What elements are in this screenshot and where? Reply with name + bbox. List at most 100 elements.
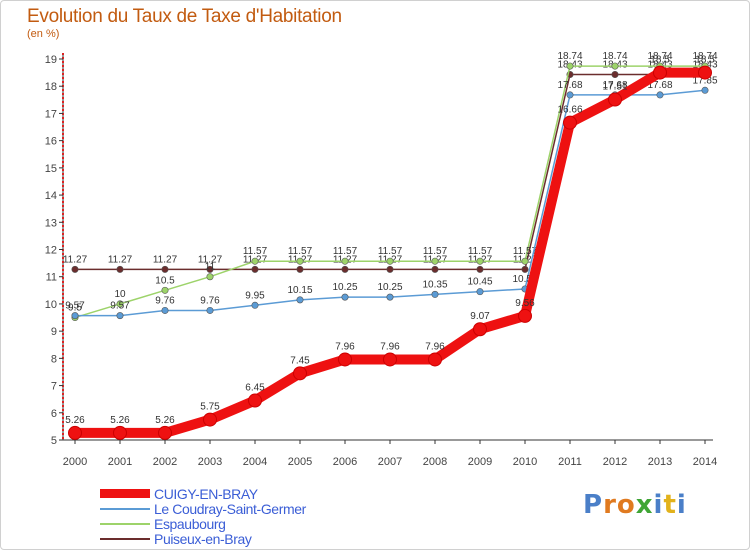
data-point <box>203 412 217 427</box>
data-point <box>161 306 169 314</box>
data-point <box>566 91 574 99</box>
x-tick-label: 2007 <box>378 456 402 468</box>
data-point <box>476 265 484 273</box>
data-label: 18.74 <box>557 51 582 62</box>
x-tick-label: 2010 <box>513 456 537 468</box>
y-tick-label: 5 <box>51 435 57 447</box>
legend-item-coudray[interactable]: Le Coudray-Saint-Germer <box>100 500 306 517</box>
data-label: 6.45 <box>245 383 265 394</box>
legend-label-espaubourg: Espaubourg <box>154 515 226 532</box>
logo-letter: t <box>663 490 677 520</box>
data-label: 18.5 <box>650 55 670 66</box>
data-label: 18.74 <box>647 51 672 62</box>
data-label: 10.55 <box>512 274 537 285</box>
data-label: 18.74 <box>692 51 717 62</box>
data-label: 17.85 <box>692 75 717 86</box>
chart-title: Evolution du Taux de Taxe d'Habitation <box>27 6 342 27</box>
legend-swatch-cuigy <box>100 489 150 498</box>
data-point <box>701 86 709 94</box>
x-tick-label: 2014 <box>693 456 717 468</box>
data-point <box>206 306 214 314</box>
data-label: 11.27 <box>153 254 178 265</box>
data-label: 11 <box>205 262 216 273</box>
data-point <box>608 92 622 107</box>
data-label: 10.25 <box>377 282 402 293</box>
logo-letter: r <box>603 490 617 520</box>
data-point <box>521 265 529 273</box>
data-label: 17.68 <box>557 80 582 91</box>
legend-item-puiseux[interactable]: Puiseux-en-Bray <box>100 531 306 547</box>
data-point <box>296 265 304 273</box>
data-point <box>338 352 352 367</box>
logo-letter: x <box>635 490 654 520</box>
logo-letter: o <box>616 490 636 520</box>
data-label: 16.66 <box>557 105 582 116</box>
data-point <box>296 257 304 265</box>
data-label: 9.95 <box>245 290 265 301</box>
data-label: 7.96 <box>380 341 400 352</box>
data-label: 11.27 <box>108 254 133 265</box>
data-label: 11.57 <box>423 246 448 257</box>
data-point <box>566 62 574 70</box>
data-point <box>386 257 394 265</box>
data-point <box>248 393 262 408</box>
legend-item-espaubourg[interactable]: Espaubourg <box>100 515 306 532</box>
x-tick-label: 2002 <box>153 456 177 468</box>
x-tick-label: 2001 <box>108 456 132 468</box>
data-label: 10.15 <box>287 285 312 296</box>
legend: CUIGY-EN-BRAY Le Coudray-Saint-Germer Es… <box>100 485 306 547</box>
data-point <box>116 300 124 308</box>
data-point <box>563 115 577 130</box>
data-label: 5.26 <box>155 415 175 426</box>
y-tick-label: 10 <box>45 299 57 311</box>
data-point <box>116 265 124 273</box>
data-point <box>71 312 79 320</box>
data-label: 7.45 <box>290 355 310 366</box>
legend-swatch-espaubourg <box>100 522 150 525</box>
data-label: 10 <box>114 289 126 300</box>
data-point <box>206 265 214 273</box>
data-point <box>611 71 619 79</box>
data-point <box>206 273 214 281</box>
data-point <box>341 265 349 273</box>
logo-letter: i <box>676 490 687 520</box>
y-tick-label: 13 <box>45 217 57 229</box>
data-point <box>251 257 259 265</box>
data-label: 7.96 <box>425 341 445 352</box>
legend-label-coudray: Le Coudray-Saint-Germer <box>154 500 306 517</box>
data-point <box>158 425 172 440</box>
x-tick-label: 2011 <box>558 456 582 468</box>
data-point <box>296 296 304 304</box>
legend-label-cuigy: CUIGY-EN-BRAY <box>154 485 258 502</box>
data-point <box>431 257 439 265</box>
data-label: 11.57 <box>378 246 403 257</box>
data-point <box>251 265 259 273</box>
data-point <box>386 265 394 273</box>
data-label: 17.51 <box>602 82 627 93</box>
data-label: 9.57 <box>110 301 130 312</box>
legend-item-cuigy[interactable]: CUIGY-EN-BRAY <box>100 485 306 502</box>
unit-label: (en %) <box>27 28 60 40</box>
data-label: 9.56 <box>515 298 535 309</box>
series-cuigy-en-bray: 5.26 5.26 5.26 5.75 6.45 7.45 7.96 7.96 7.96 9.07… <box>65 55 715 440</box>
data-label: 5.75 <box>200 402 220 413</box>
y-tick-label: 17 <box>45 108 57 120</box>
data-label: 9.07 <box>470 311 490 322</box>
data-point <box>611 62 619 70</box>
x-tick-label: 2006 <box>333 456 357 468</box>
data-label: 17.68 <box>602 80 627 91</box>
data-point <box>518 308 532 323</box>
y-tick-label: 8 <box>51 353 57 365</box>
x-tick-label: 2004 <box>243 456 267 468</box>
x-tick-label: 2009 <box>468 456 492 468</box>
data-label: 9.76 <box>200 295 220 306</box>
data-point <box>431 290 439 298</box>
y-tick-label: 16 <box>45 136 57 148</box>
x-tick-label: 2003 <box>198 456 222 468</box>
data-label: 9.57 <box>65 301 85 312</box>
y-tick-label: 14 <box>45 190 57 202</box>
data-label: 11.57 <box>468 246 493 257</box>
proxiti-logo: Proxiti <box>583 490 687 520</box>
y-tick-label: 12 <box>45 245 57 257</box>
data-label: 18.5 <box>695 55 715 66</box>
